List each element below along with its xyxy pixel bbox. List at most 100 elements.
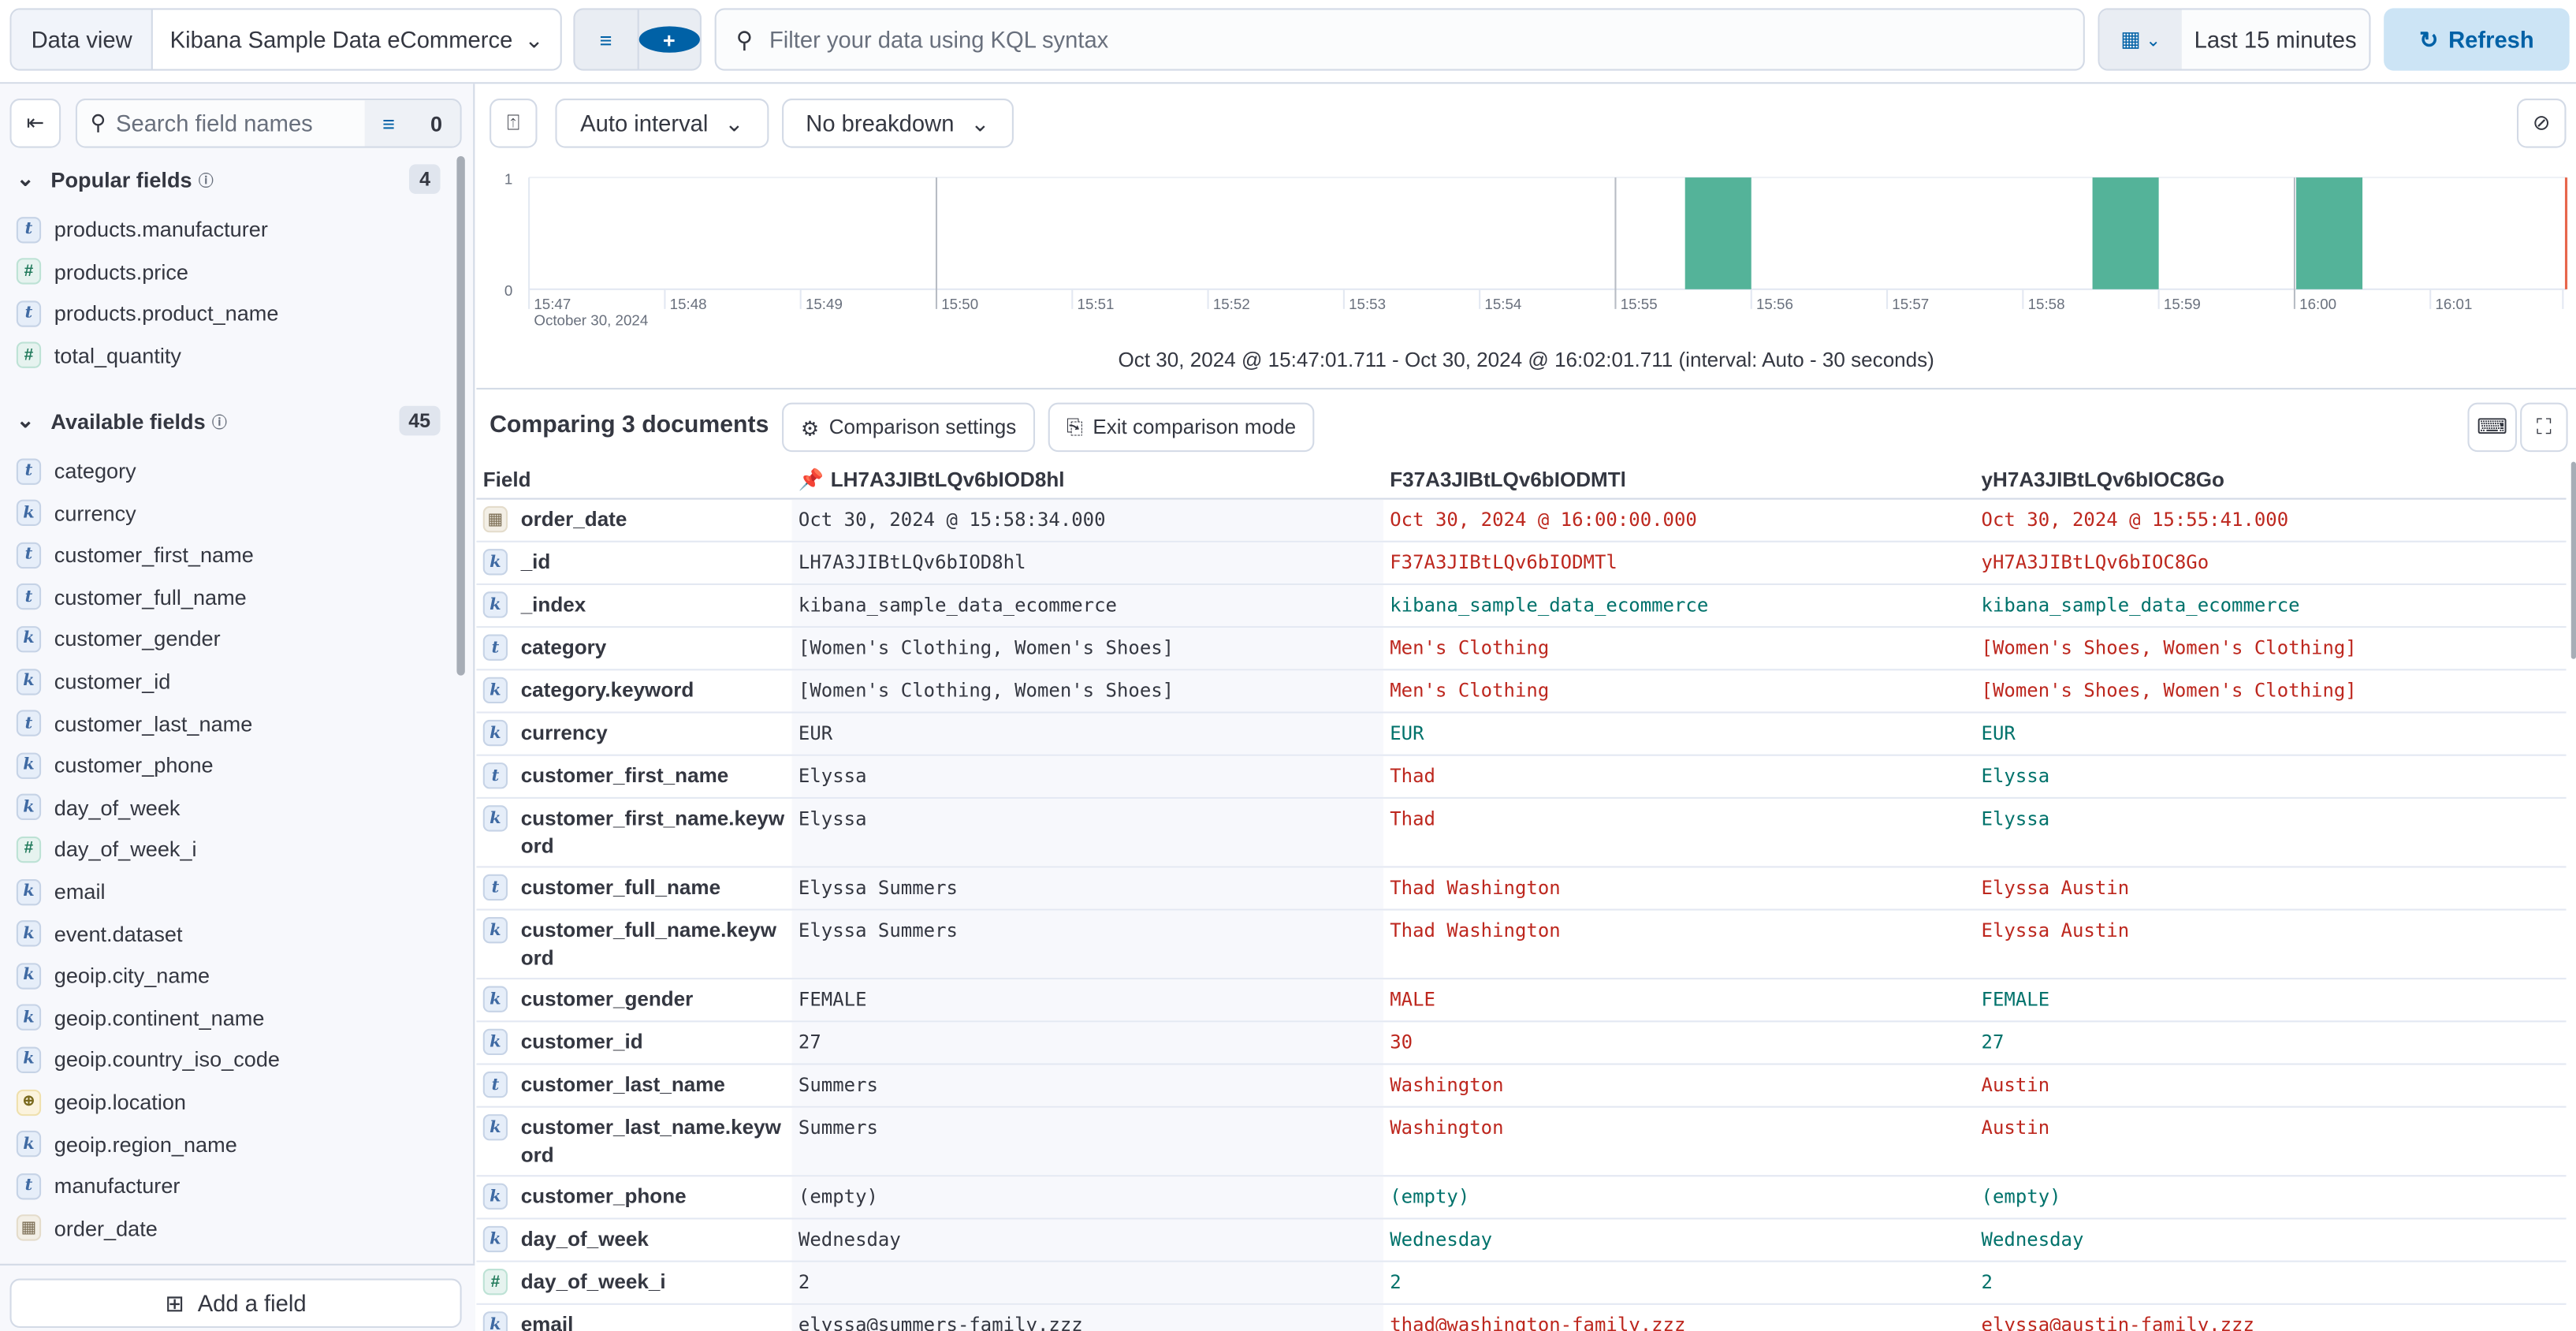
search-placeholder: Search field names: [116, 110, 313, 136]
keyword-type-icon: k: [16, 625, 42, 653]
available-fields-header[interactable]: ⌄ Available fields ⓘ 45: [17, 403, 441, 439]
sidebar-field-item[interactable]: t products.manufacturer: [16, 209, 268, 250]
data-view-picker[interactable]: Data view Kibana Sample Data eCommerce ⌄: [9, 8, 562, 71]
field-name: customer_full_name.keyword: [520, 919, 777, 970]
field-name: manufacturer: [54, 1173, 181, 1199]
interval-select[interactable]: Auto interval ⌄: [555, 99, 769, 148]
calendar-icon[interactable]: ▦ ⌄: [2099, 9, 2182, 69]
field-filter-button[interactable]: ≡ 0: [364, 100, 460, 147]
kql-search-input[interactable]: ⚲ Filter your data using KQL syntax: [714, 8, 2085, 71]
comparison-settings-button[interactable]: ⚙ Comparison settings: [782, 402, 1036, 453]
add-field-button[interactable]: ⊞ Add a field: [9, 1278, 462, 1329]
field-name: customer_gender: [54, 626, 221, 652]
value-cell: Austin: [1981, 1116, 2050, 1139]
column-header-doc-1[interactable]: 📌 LH7A3JIBtLQv6bIOD8hl: [798, 462, 1065, 498]
number-type-icon: #: [16, 836, 42, 863]
table-row: k currency EUR EUR EUR: [476, 713, 2567, 756]
divider: [476, 387, 2576, 390]
sidebar-field-item[interactable]: k event.dataset: [16, 913, 183, 954]
breakdown-select[interactable]: No breakdown ⌄: [782, 99, 1014, 148]
field-name: geoip.continent_name: [54, 1005, 265, 1031]
sidebar-field-item[interactable]: t manufacturer: [16, 1165, 181, 1206]
column-header-doc-3[interactable]: yH7A3JIBtLQv6bIOC8Go: [1981, 468, 2224, 492]
comparison-title: Comparing 3 documents: [490, 412, 769, 439]
sidebar-field-item[interactable]: # day_of_week_i: [16, 829, 197, 870]
time-picker[interactable]: ▦ ⌄ Last 15 minutes: [2098, 8, 2371, 71]
filter-icon: ≡: [382, 110, 395, 136]
keyword-type-icon: k: [16, 962, 42, 990]
sidebar-field-item[interactable]: k customer_gender: [16, 618, 221, 659]
sidebar-field-item[interactable]: k day_of_week: [16, 787, 181, 828]
add-filter-button[interactable]: +: [638, 10, 700, 69]
keyword-type-icon: k: [482, 986, 508, 1012]
refresh-button[interactable]: ↻ Refresh: [2384, 8, 2570, 71]
x-tick-label: 15:52: [1213, 296, 1250, 312]
value-cell: (empty): [1390, 1184, 1470, 1208]
sidebar-field-item[interactable]: t customer_last_name: [16, 703, 252, 744]
sidebar-field-item[interactable]: k geoip.region_name: [16, 1124, 237, 1165]
keyword-type-icon: k: [482, 805, 508, 832]
doc-id: LH7A3JIBtLQv6bIOD8hl: [830, 468, 1065, 492]
field-name: customer_last_name.keyword: [520, 1116, 781, 1167]
pin-icon[interactable]: 📌: [798, 467, 825, 491]
table-row: t category [Women's Clothing, Women's Shoe…: [476, 628, 2567, 671]
sidebar-field-item[interactable]: k currency: [16, 492, 136, 533]
y-tick-label: 0: [504, 282, 512, 299]
filter-icon[interactable]: ≡: [575, 9, 638, 69]
field-cell: ▦ order_date: [476, 500, 791, 541]
collapse-icon: ⇤: [26, 110, 45, 135]
field-name: customer_first_name.keyword: [520, 807, 785, 858]
keyword-type-icon: k: [16, 878, 42, 905]
sidebar-field-item[interactable]: k customer_id: [16, 661, 171, 702]
keyword-type-icon: k: [482, 1114, 508, 1141]
popular-fields-header[interactable]: ⌄ Popular fields ⓘ 4: [17, 161, 441, 197]
table-row: k day_of_week Wednesday Wednesday Wednesday: [476, 1219, 2567, 1262]
fullscreen-button[interactable]: ⛶: [2520, 402, 2568, 453]
field-name: order_date: [54, 1215, 158, 1241]
table-scrollbar[interactable]: [2570, 461, 2576, 659]
button-label: Comparison settings: [828, 416, 1017, 439]
sidebar-field-item[interactable]: k geoip.city_name: [16, 955, 210, 996]
value-cell: kibana_sample_data_ecommerce: [1981, 593, 2300, 617]
x-tick-label: 15:58: [2028, 296, 2065, 312]
field-name: geoip.country_iso_code: [54, 1047, 280, 1072]
field-name: customer_gender: [520, 987, 694, 1011]
sidebar-field-item[interactable]: t customer_first_name: [16, 535, 254, 576]
field-name: geoip.city_name: [54, 963, 210, 988]
sidebar-field-item[interactable]: ▦ order_date: [16, 1207, 158, 1248]
x-tick-label: 15:54: [1484, 296, 1521, 312]
sidebar-field-item[interactable]: t products.product_name: [16, 293, 278, 334]
help-icon: ⓘ: [212, 413, 227, 431]
value-cell: EUR: [1981, 721, 2016, 745]
sidebar-field-item[interactable]: k geoip.continent_name: [16, 997, 265, 1038]
field-search-input[interactable]: ⚲ Search field names ≡ 0: [75, 99, 462, 148]
value-cell: [Women's Shoes, Women's Clothing]: [1981, 678, 2357, 702]
sidebar-field-item[interactable]: t customer_full_name: [16, 576, 247, 617]
histogram-chart[interactable]: 0 1 15:47 15:48 15:49 15:50 15:51 15:52 15:53 15:…: [476, 164, 2576, 345]
x-tick-label: 16:01: [2435, 296, 2472, 312]
sidebar-field-item[interactable]: ⊕ geoip.location: [16, 1081, 186, 1122]
x-tick-label: 15:48: [670, 296, 707, 312]
column-header-doc-2[interactable]: F37A3JIBtLQv6bIODMTl: [1390, 468, 1626, 492]
sidebar-field-item[interactable]: t category: [16, 450, 136, 491]
x-tick-label: 15:57: [1892, 296, 1929, 312]
toggle-chart-button[interactable]: ⍐: [490, 99, 538, 148]
sidebar-field-item[interactable]: # products.price: [16, 251, 188, 292]
sidebar-field-item[interactable]: k email: [16, 871, 106, 912]
sidebar-field-item[interactable]: k customer_phone: [16, 745, 214, 786]
keyboard-shortcuts-button[interactable]: ⌨: [2467, 402, 2517, 453]
sidebar-field-item[interactable]: # total_quantity: [16, 335, 181, 376]
sidebar-scrollbar[interactable]: [456, 155, 465, 676]
time-range[interactable]: Last 15 minutes: [2194, 26, 2357, 53]
sidebar-field-item[interactable]: k geoip.country_iso_code: [16, 1039, 280, 1080]
table-row: k customer_phone (empty) (empty) (empty): [476, 1176, 2567, 1220]
exit-comparison-button[interactable]: ⎘ Exit comparison mode: [1048, 402, 1315, 453]
value-cell: thad@washington-family.zzz: [1390, 1313, 1686, 1331]
text-type-icon: t: [16, 583, 42, 610]
value-cell: EUR: [1390, 721, 1424, 745]
chart-options-button[interactable]: ⊘: [2516, 99, 2567, 148]
text-type-icon: t: [482, 1071, 508, 1098]
collapse-sidebar-button[interactable]: ⇤: [9, 99, 61, 148]
x-tick-label: 15:47: [534, 296, 571, 312]
value-cell: Thad Washington: [1390, 919, 1561, 942]
